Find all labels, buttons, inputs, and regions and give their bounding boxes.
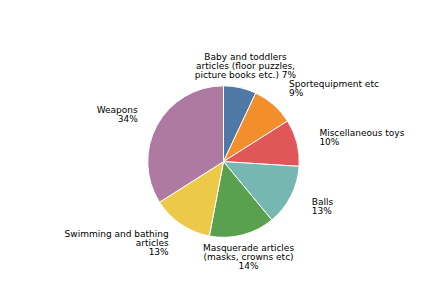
svg-text:Sportequipment etc9%: Sportequipment etc9% — [289, 79, 379, 98]
svg-text:Baby and toddlersarticles (flo: Baby and toddlersarticles (floor puzzles… — [195, 52, 297, 80]
svg-text:Miscellaneous toys10%: Miscellaneous toys10% — [319, 128, 404, 147]
svg-text:Weapons34%: Weapons34% — [97, 105, 138, 124]
svg-text:Balls13%: Balls13% — [312, 197, 334, 216]
svg-text:Masquerade articles(masks, cro: Masquerade articles(masks, crowns etc)14… — [203, 243, 294, 271]
svg-text:Swimming and bathingarticles13: Swimming and bathingarticles13% — [65, 229, 169, 257]
